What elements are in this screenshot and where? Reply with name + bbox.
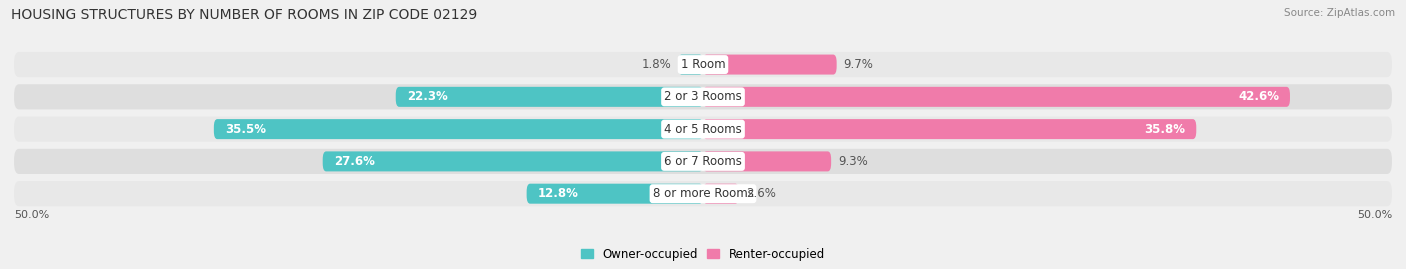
Text: 1.8%: 1.8% bbox=[641, 58, 671, 71]
Text: 4 or 5 Rooms: 4 or 5 Rooms bbox=[664, 123, 742, 136]
Text: 2 or 3 Rooms: 2 or 3 Rooms bbox=[664, 90, 742, 103]
Text: 9.3%: 9.3% bbox=[838, 155, 868, 168]
FancyBboxPatch shape bbox=[14, 52, 1392, 77]
Text: 6 or 7 Rooms: 6 or 7 Rooms bbox=[664, 155, 742, 168]
FancyBboxPatch shape bbox=[323, 151, 703, 171]
FancyBboxPatch shape bbox=[703, 55, 837, 75]
Legend: Owner-occupied, Renter-occupied: Owner-occupied, Renter-occupied bbox=[576, 243, 830, 265]
FancyBboxPatch shape bbox=[14, 84, 1392, 109]
Text: 12.8%: 12.8% bbox=[537, 187, 578, 200]
Text: HOUSING STRUCTURES BY NUMBER OF ROOMS IN ZIP CODE 02129: HOUSING STRUCTURES BY NUMBER OF ROOMS IN… bbox=[11, 8, 478, 22]
FancyBboxPatch shape bbox=[703, 151, 831, 171]
FancyBboxPatch shape bbox=[395, 87, 703, 107]
FancyBboxPatch shape bbox=[527, 184, 703, 204]
Text: 50.0%: 50.0% bbox=[14, 210, 49, 220]
FancyBboxPatch shape bbox=[14, 149, 1392, 174]
FancyBboxPatch shape bbox=[703, 87, 1289, 107]
Text: 35.5%: 35.5% bbox=[225, 123, 266, 136]
Text: 8 or more Rooms: 8 or more Rooms bbox=[652, 187, 754, 200]
FancyBboxPatch shape bbox=[703, 184, 738, 204]
FancyBboxPatch shape bbox=[214, 119, 703, 139]
Text: 9.7%: 9.7% bbox=[844, 58, 873, 71]
Text: 2.6%: 2.6% bbox=[745, 187, 776, 200]
FancyBboxPatch shape bbox=[14, 181, 1392, 206]
Text: 35.8%: 35.8% bbox=[1144, 123, 1185, 136]
FancyBboxPatch shape bbox=[14, 116, 1392, 142]
FancyBboxPatch shape bbox=[678, 55, 703, 75]
Text: Source: ZipAtlas.com: Source: ZipAtlas.com bbox=[1284, 8, 1395, 18]
Text: 22.3%: 22.3% bbox=[406, 90, 447, 103]
Text: 1 Room: 1 Room bbox=[681, 58, 725, 71]
FancyBboxPatch shape bbox=[703, 119, 1197, 139]
Text: 42.6%: 42.6% bbox=[1237, 90, 1279, 103]
Text: 50.0%: 50.0% bbox=[1357, 210, 1392, 220]
Text: 27.6%: 27.6% bbox=[333, 155, 374, 168]
